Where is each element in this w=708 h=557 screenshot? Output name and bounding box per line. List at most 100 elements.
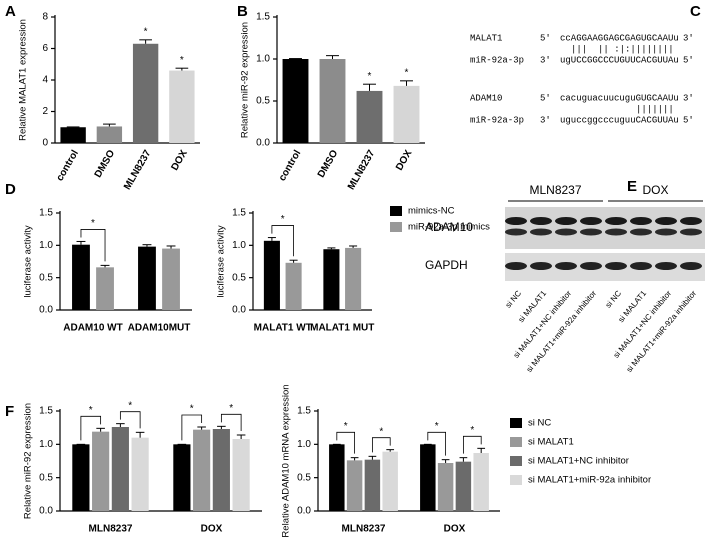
y-tick-label: 0.5 (232, 272, 246, 283)
significance-label: * (368, 71, 372, 82)
y-tick-label: 0 (42, 138, 48, 149)
prime-label: 5' (540, 93, 551, 103)
band (505, 217, 527, 225)
error-bar (327, 247, 336, 250)
blot (505, 207, 705, 249)
y-tick-label: 1.0 (232, 240, 246, 251)
band (530, 228, 552, 236)
bar (193, 429, 211, 511)
bar (393, 85, 420, 143)
band (605, 228, 627, 236)
error-bar (267, 237, 276, 241)
bar (455, 461, 472, 511)
band (655, 228, 677, 236)
prime-label: 5' (683, 55, 694, 65)
error-bar (103, 123, 116, 127)
legend-swatch (390, 222, 402, 232)
y-axis-label: Relative miR-92 expression (240, 22, 251, 138)
x-tick-label: DOX (169, 148, 190, 173)
prime-label: 5' (683, 115, 694, 125)
x-tick-label: DOX (201, 524, 223, 535)
significance-bracket (220, 413, 242, 431)
panel-label: C (690, 3, 701, 20)
error-bar (326, 55, 339, 59)
target-sequence: ccAGGAAGGAGCGAGUGCAAUu (560, 33, 679, 43)
band (680, 217, 702, 225)
error-bar (217, 425, 226, 429)
x-tick-label: control (277, 148, 304, 183)
y-tick-label: 2 (42, 106, 48, 117)
prime-label: 3' (683, 33, 694, 43)
target-sequence: cacuguacuucuguGUGCAAUu (560, 93, 679, 103)
x-tick-label: MLN8237 (89, 524, 133, 535)
band (530, 217, 552, 225)
significance-label: * (379, 426, 383, 437)
legend-label: si MALAT1+NC inhibitor (528, 456, 629, 467)
significance-label: * (128, 400, 132, 411)
legend-swatch (510, 456, 522, 466)
significance-label: * (91, 218, 95, 229)
group-label: DOX (642, 183, 668, 197)
protein-label: ADAM10 (425, 220, 473, 234)
legend-label: si MALAT1+miR-92a inhibitor (528, 475, 651, 486)
significance-bracket (336, 431, 356, 454)
band (680, 228, 702, 236)
significance-label: * (435, 421, 439, 432)
error-bar (477, 447, 486, 453)
significance-label: * (470, 425, 474, 436)
legend-label: miR-92a-3p mimics (408, 222, 490, 233)
band (555, 262, 577, 270)
band (680, 262, 702, 270)
significance-label: * (180, 55, 184, 66)
panel-label: B (237, 3, 248, 20)
bar (111, 427, 129, 511)
y-tick-label: 1.0 (39, 240, 53, 251)
band (580, 217, 602, 225)
band (630, 217, 652, 225)
band (580, 228, 602, 236)
bar (132, 43, 159, 143)
lane-label: si NC (504, 289, 524, 310)
y-tick-label: 0.0 (39, 506, 53, 517)
band (555, 228, 577, 236)
significance-label: * (229, 403, 233, 414)
significance-bracket (371, 437, 391, 453)
error-bar (100, 264, 110, 268)
y-tick-label: 0.0 (232, 305, 246, 316)
error-bar (386, 449, 395, 452)
error-bar (139, 39, 152, 44)
x-tick-label: MALAT1 WT (254, 323, 312, 334)
panel-label: E (627, 178, 637, 195)
error-bar (236, 434, 246, 439)
x-tick-label: control (55, 148, 82, 183)
legend-swatch (510, 475, 522, 485)
bar (346, 460, 363, 511)
bar (319, 59, 346, 143)
error-bar (96, 427, 105, 432)
error-bar (400, 80, 413, 86)
y-tick-label: 1.0 (297, 439, 311, 450)
band (655, 262, 677, 270)
lane-label: si NC (604, 289, 624, 310)
error-bar (166, 245, 176, 249)
error-bar (363, 83, 376, 91)
bar (263, 240, 280, 310)
legend-label: si NC (528, 418, 551, 429)
pairing: ||| || :|:|||||||| (571, 44, 674, 54)
y-tick-label: 0.5 (39, 472, 53, 483)
band (630, 228, 652, 236)
band (630, 262, 652, 270)
x-tick-label: DOX (444, 524, 466, 535)
bar (473, 453, 489, 511)
bar (329, 444, 345, 511)
y-tick-label: 1.0 (256, 54, 270, 65)
prime-label: 3' (683, 93, 694, 103)
y-tick-label: 0.0 (39, 305, 53, 316)
significance-bracket (462, 435, 482, 454)
significance-label: * (190, 404, 194, 415)
y-axis-label: Relative miR-92 expression (23, 403, 34, 519)
bar (382, 451, 398, 511)
y-axis-label: luciferase activity (23, 225, 34, 298)
x-tick-label: DMSO (316, 148, 341, 180)
legend-label: mimics-NC (408, 206, 455, 217)
